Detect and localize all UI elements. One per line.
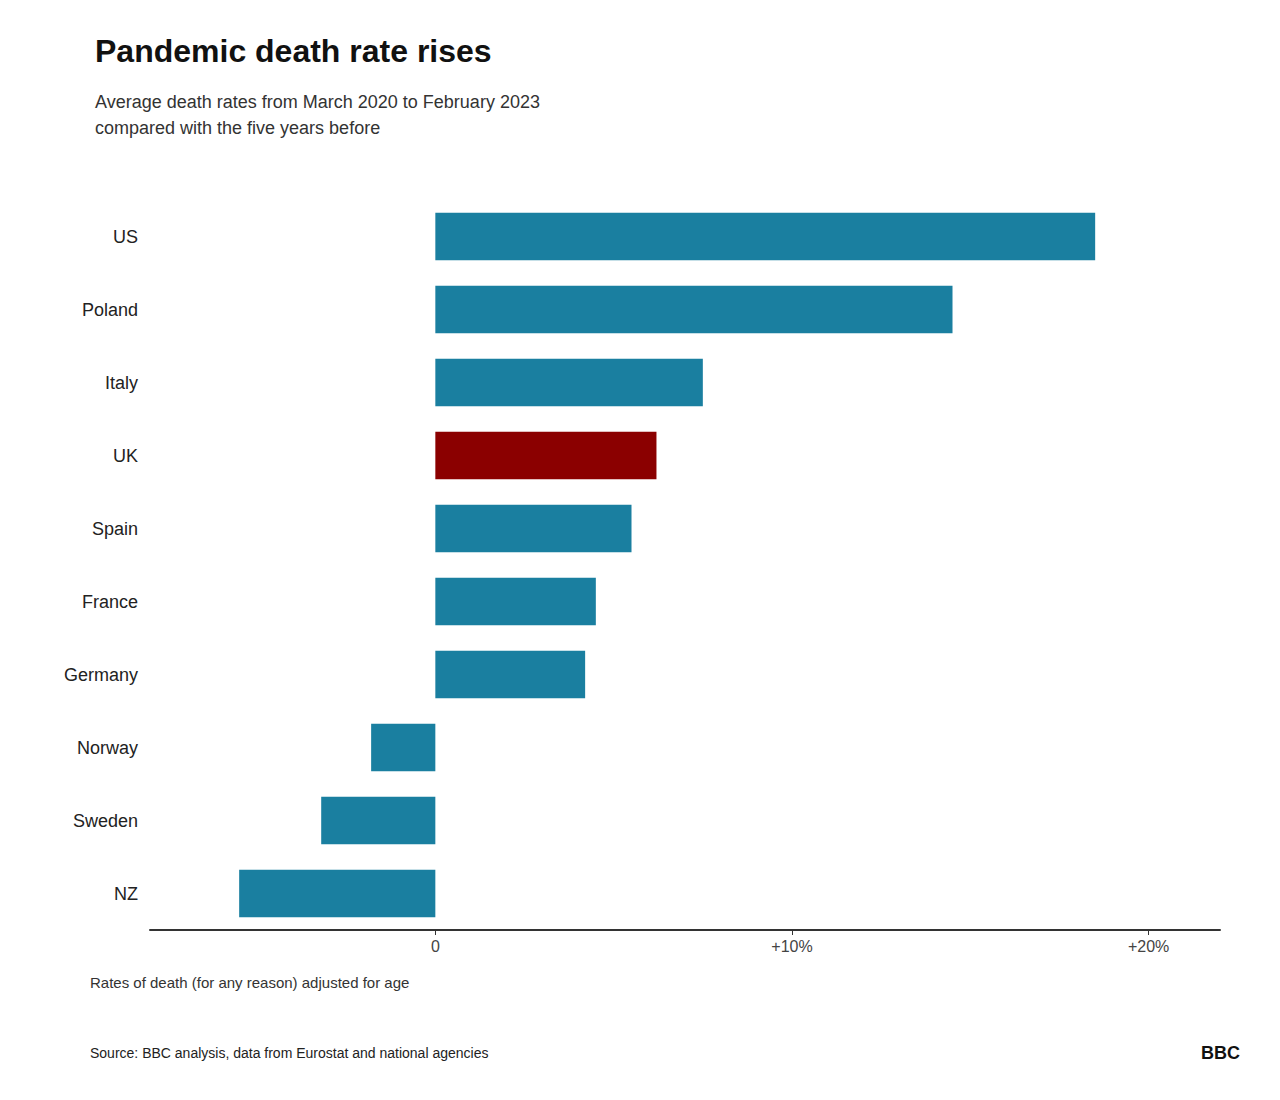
svg-text:+20%: +20% — [1128, 938, 1169, 955]
svg-text:UK: UK — [113, 446, 138, 466]
svg-text:Spain: Spain — [92, 519, 138, 539]
svg-text:compared with the five years b: compared with the five years before — [95, 118, 380, 138]
svg-text:NZ: NZ — [114, 884, 138, 904]
svg-text:Italy: Italy — [105, 373, 138, 393]
svg-text:France: France — [82, 592, 138, 612]
svg-text:0: 0 — [431, 938, 440, 955]
svg-text:Sweden: Sweden — [73, 811, 138, 831]
svg-text:Norway: Norway — [77, 738, 138, 758]
svg-text:Average death rates from March: Average death rates from March 2020 to F… — [95, 92, 540, 112]
svg-text:US: US — [113, 227, 138, 247]
svg-text:Pandemic death rate rises: Pandemic death rate rises — [95, 33, 492, 69]
svg-text:BBC: BBC — [1201, 1043, 1240, 1063]
svg-text:Rates of death (for any reason: Rates of death (for any reason) adjusted… — [90, 974, 409, 991]
svg-text:Germany: Germany — [64, 665, 138, 685]
svg-text:+10%: +10% — [771, 938, 812, 955]
svg-text:Source: BBC analysis, data fro: Source: BBC analysis, data from Eurostat… — [90, 1045, 488, 1061]
svg-text:Poland: Poland — [82, 300, 138, 320]
